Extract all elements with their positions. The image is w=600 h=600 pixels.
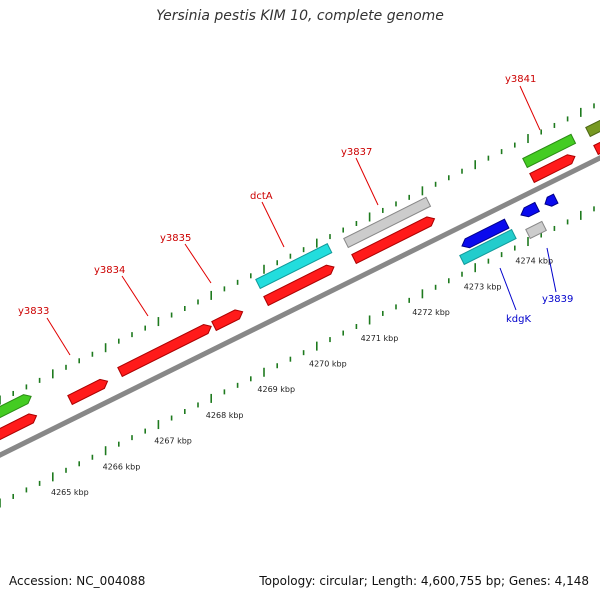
gene-label-y3841: y3841 [505, 74, 536, 85]
kbp-label-row: 4265 kbp 4266 kbp 4267 kbp 4268 kbp 4269 kbp… [51, 257, 553, 497]
gene-arrow-red-right[interactable] [593, 135, 600, 156]
gene-label-y3835: y3835 [160, 233, 191, 244]
gene-arrow-cyan-dcta[interactable] [255, 243, 333, 290]
genome-summary-text: Topology: circular; Length: 4,600,755 bp… [259, 574, 589, 588]
kbp-label: 4271 kbp [361, 334, 399, 343]
gene-arrow-red-left[interactable] [0, 411, 39, 445]
backbone-line [0, 155, 600, 458]
gene-arrow-red-y3834[interactable] [117, 322, 214, 378]
kbp-label: 4272 kbp [412, 308, 450, 317]
gene-label-kdgk: kdgK [506, 314, 531, 325]
kbp-label: 4274 kbp [515, 257, 553, 266]
accession-text: Accession: NC_004088 [9, 574, 146, 588]
gene-arrow-green-left[interactable] [0, 392, 33, 423]
kbp-label: 4269 kbp [257, 385, 295, 394]
kbp-label: 4267 kbp [154, 437, 192, 446]
gene-arrow-red-y3837[interactable] [351, 214, 437, 265]
gene-arrow-cyan-kdgk[interactable] [459, 228, 517, 266]
gene-label-y3833: y3833 [18, 306, 49, 317]
gene-arrow-gray-y3837[interactable] [343, 196, 432, 249]
gene-label-y3839: y3839 [542, 294, 573, 305]
gene-arrow-olive[interactable] [585, 113, 600, 138]
kbp-label: 4268 kbp [206, 411, 244, 420]
gene-arrow-red-y3841[interactable] [529, 152, 577, 184]
gene-arrow-red-y3835[interactable] [211, 307, 245, 332]
gene-label-dcta: dctA [250, 191, 273, 202]
kbp-label: 4273 kbp [464, 282, 502, 291]
gene-arrow-blue-small-1[interactable] [519, 201, 541, 219]
gene-arrow-red-y3833[interactable] [67, 377, 110, 406]
gene-arrow-blue-kdgk[interactable] [460, 218, 510, 250]
map-title: Yersinia pestis KIM 10, complete genome [156, 8, 444, 24]
kbp-label: 4266 kbp [103, 462, 141, 471]
gene-arrow-gray-y3839[interactable] [525, 220, 548, 240]
kbp-label: 4265 kbp [51, 488, 89, 497]
label-leaders [46, 85, 557, 356]
gene-arrow-blue-small-2[interactable] [543, 193, 559, 208]
gene-arrow-green-y3841[interactable] [522, 133, 577, 169]
inner-tick-row [0, 206, 595, 508]
gene-label-y3837: y3837 [341, 147, 372, 158]
gene-labels: y3833 y3834 y3835 dctA y3837 y3841 kdgK … [18, 74, 573, 325]
gene-arrow-red-dcta[interactable] [263, 262, 336, 307]
outer-tick-row [0, 103, 595, 405]
feature-track [0, 113, 600, 445]
kbp-label: 4270 kbp [309, 360, 347, 369]
gene-label-y3834: y3834 [94, 265, 125, 276]
